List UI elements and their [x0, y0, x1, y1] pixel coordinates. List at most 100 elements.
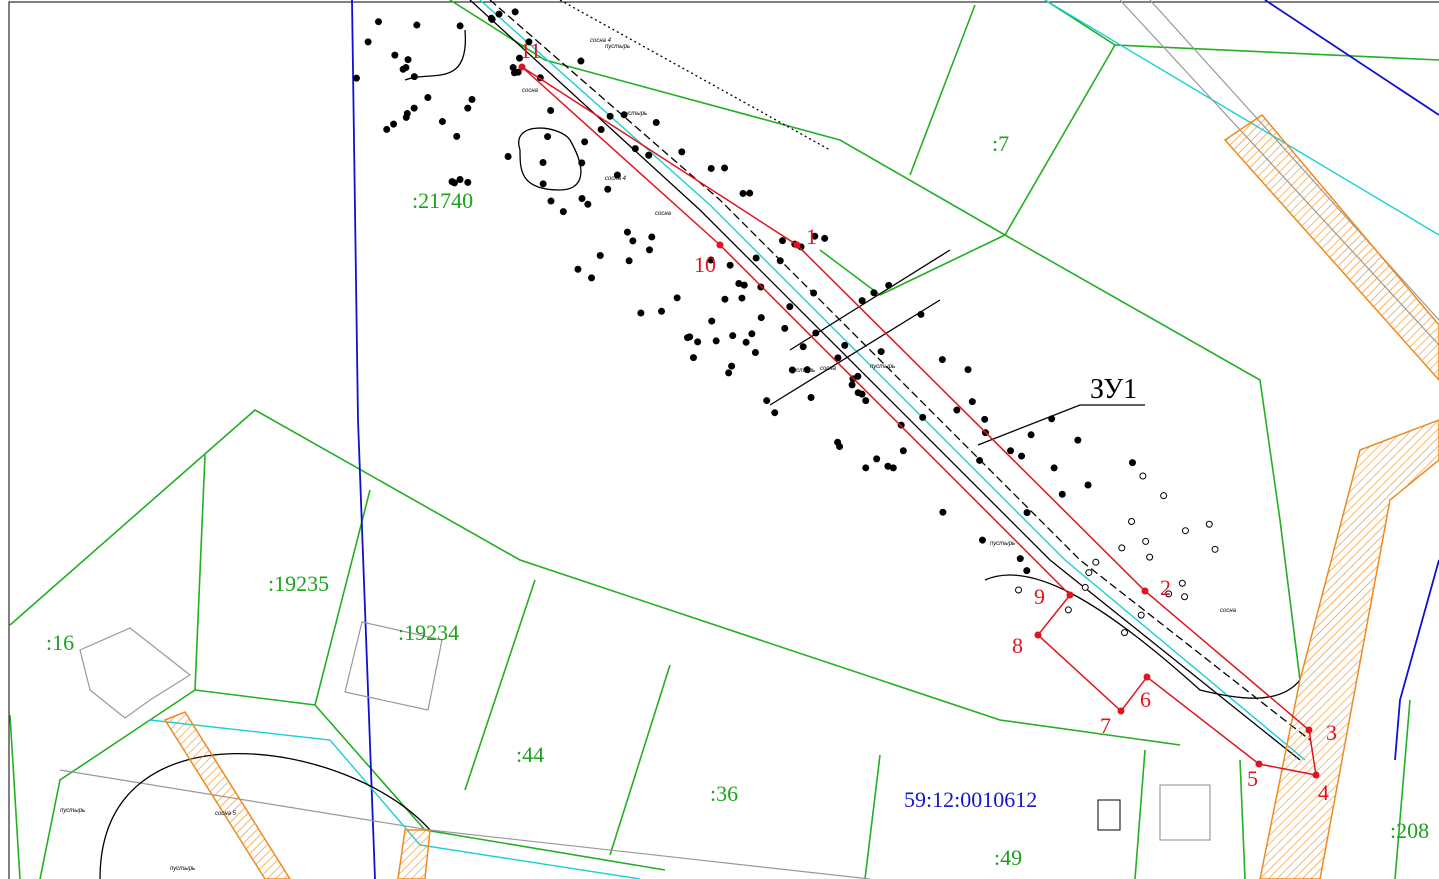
- vertex: [1066, 591, 1074, 599]
- labels: 1112345678910:21740:7:19235:19234:16:44:…: [46, 38, 1429, 872]
- tree: [917, 310, 925, 318]
- tree: [763, 397, 771, 405]
- vertex: [1034, 631, 1042, 639]
- tree: [757, 314, 765, 322]
- tree: [786, 303, 794, 311]
- tree: [1048, 415, 1056, 423]
- annotation: сосна: [655, 211, 672, 217]
- tree: [487, 14, 495, 22]
- tree: [1016, 555, 1024, 563]
- tree: [810, 289, 818, 297]
- parcel-label: :49: [994, 845, 1022, 870]
- tree: [510, 69, 518, 77]
- tree: [689, 354, 697, 362]
- tree: [1160, 492, 1168, 500]
- tree: [1128, 518, 1136, 526]
- parcel-label: :16: [46, 630, 74, 655]
- vertex: [1312, 771, 1320, 779]
- tree: [658, 307, 666, 315]
- tree: [1015, 586, 1023, 594]
- frame: [8, 1, 1439, 879]
- parcel-label: :208: [1390, 818, 1429, 843]
- tree: [841, 341, 849, 349]
- tree: [404, 56, 412, 64]
- tree: [620, 111, 628, 119]
- annotation: пустырь: [990, 541, 1015, 547]
- tree: [757, 283, 765, 291]
- tree: [516, 54, 524, 62]
- tree: [686, 333, 694, 341]
- parcel-label: :19234: [398, 620, 459, 645]
- tree: [885, 281, 893, 289]
- tree: [1085, 569, 1093, 577]
- tree: [1146, 553, 1154, 561]
- tree: [1211, 545, 1219, 553]
- buildings: [79, 621, 1211, 841]
- tree: [728, 362, 736, 370]
- tree: [574, 265, 582, 273]
- tree: [399, 65, 407, 73]
- tree: [623, 228, 631, 236]
- tree: [939, 508, 947, 516]
- tree: [613, 171, 621, 179]
- tree: [648, 233, 656, 241]
- tree: [637, 309, 645, 317]
- tree: [410, 73, 418, 81]
- tree: [799, 343, 807, 351]
- tree: [1137, 611, 1145, 619]
- tree: [978, 536, 986, 544]
- tree: [383, 125, 391, 133]
- annotation: сосна: [820, 366, 837, 372]
- tree: [862, 464, 870, 472]
- vertex: [1305, 726, 1313, 734]
- tree: [738, 294, 746, 302]
- annotation: сосна 4: [590, 38, 612, 44]
- tree: [464, 178, 472, 186]
- annotation: пустырь: [170, 866, 195, 872]
- tree: [578, 194, 586, 202]
- tree: [413, 21, 421, 29]
- tree: [1181, 593, 1189, 601]
- tree: [803, 366, 811, 374]
- annotation: пустырь: [622, 111, 647, 117]
- tree: [811, 232, 819, 240]
- tree: [938, 356, 946, 364]
- tree: [673, 294, 681, 302]
- hatched-zones: [163, 114, 1439, 879]
- point-label: 2: [1160, 575, 1171, 600]
- tree: [588, 274, 596, 282]
- tree: [953, 406, 961, 414]
- zone-label: ЗУ1: [1090, 374, 1137, 405]
- tree: [707, 164, 715, 172]
- tree: [807, 394, 815, 402]
- zone-outline: [521, 66, 1317, 776]
- parcel-label: :44: [516, 742, 544, 767]
- tree: [645, 246, 653, 254]
- tree: [897, 421, 905, 429]
- tree: [1139, 472, 1147, 480]
- tree: [456, 175, 464, 183]
- tree: [1058, 490, 1066, 498]
- point-label: 8: [1012, 633, 1023, 658]
- tree: [1178, 579, 1186, 587]
- tree: [577, 57, 585, 65]
- zone-boundary: [518, 63, 1320, 779]
- tree: [504, 152, 512, 160]
- tree: [438, 118, 446, 126]
- tree: [678, 148, 686, 156]
- vertex: [1117, 707, 1125, 715]
- tree: [976, 456, 984, 464]
- point-label: 11: [520, 38, 541, 63]
- tree: [1064, 606, 1072, 614]
- tree: [729, 332, 737, 340]
- parcel-boundaries: [9, 0, 1439, 879]
- tree: [776, 257, 784, 265]
- tree: [547, 197, 555, 205]
- tree: [721, 164, 729, 172]
- annotation: сосна: [522, 88, 539, 94]
- tree: [456, 22, 464, 30]
- tree: [410, 104, 418, 112]
- tree: [597, 125, 605, 133]
- tree: [877, 348, 885, 356]
